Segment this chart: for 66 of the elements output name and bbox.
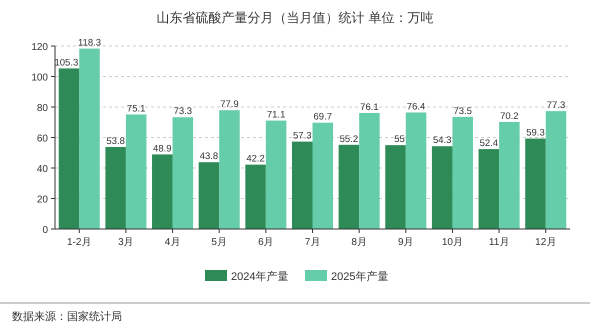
bar (452, 116, 473, 229)
legend-label: 2024年产量 (231, 270, 288, 283)
x-tick-label: 4月 (164, 237, 180, 248)
bar (359, 112, 380, 229)
bar (126, 114, 146, 229)
bar (478, 149, 500, 229)
bar (172, 117, 194, 229)
bar (58, 68, 80, 229)
data-label: 77.3 (546, 100, 566, 112)
data-label: 53.8 (106, 136, 125, 147)
data-label: 70.2 (500, 110, 519, 122)
bar (292, 142, 312, 229)
bar (245, 164, 266, 229)
data-label: 55 (394, 134, 405, 146)
source-note: 数据来源：国家统计局 (12, 310, 122, 323)
bar (105, 146, 126, 229)
data-label: 59.3 (526, 128, 545, 139)
data-label: 76.4 (406, 101, 426, 112)
x-tick-label: 9月 (398, 237, 414, 248)
data-label: 76.1 (360, 102, 379, 113)
data-label: 42.2 (246, 154, 265, 165)
bar (198, 162, 220, 229)
chart-title: 山东省硫酸产量分月（当月值）统计 单位：万吨 (156, 10, 434, 25)
y-tick-label: 40 (36, 164, 48, 175)
data-label: 54.3 (432, 135, 452, 146)
data-label: 52.4 (480, 138, 498, 150)
y-tick-label: 20 (36, 194, 48, 206)
x-tick-label: 8月 (351, 237, 367, 248)
bar (546, 111, 566, 229)
data-label: 75.1 (126, 103, 146, 114)
data-label: 77.9 (220, 99, 239, 110)
x-tick-label: 11月 (488, 237, 510, 248)
y-tick-label: 100 (31, 72, 48, 84)
y-tick-label: 60 (36, 134, 48, 144)
data-label: 69.7 (314, 112, 332, 123)
data-label: 57.3 (293, 130, 312, 142)
bar (432, 146, 452, 229)
data-label: 105.3 (54, 57, 78, 68)
data-label: 73.5 (453, 106, 472, 117)
x-tick-label: 10月 (442, 237, 464, 248)
y-tick-label: 120 (31, 42, 48, 53)
x-tick-label: 12月 (535, 237, 556, 248)
x-tick-label: 3月 (118, 237, 134, 248)
bar (499, 122, 520, 229)
bar (312, 122, 334, 229)
x-tick-label: 5月 (211, 237, 227, 248)
data-label: 55.2 (340, 134, 358, 145)
x-tick-label: 6月 (258, 237, 274, 248)
bar (266, 120, 286, 229)
bar (338, 144, 360, 229)
bar (385, 145, 406, 229)
data-label: 43.8 (200, 151, 218, 162)
bar (219, 110, 240, 229)
bar (525, 138, 546, 229)
data-label: 48.9 (153, 143, 172, 154)
x-tick-label: 7月 (304, 237, 320, 248)
data-label: 118.3 (78, 38, 102, 49)
legend-label: 2025年产量 (331, 270, 388, 283)
data-label: 71.1 (266, 110, 286, 121)
bar (79, 48, 100, 229)
y-tick-label: 80 (36, 103, 48, 114)
data-label: 73.3 (174, 106, 192, 118)
bar (152, 154, 173, 229)
bar (406, 112, 426, 229)
y-tick-label: 0 (42, 225, 48, 236)
x-tick-label: 1-2月 (67, 237, 92, 248)
